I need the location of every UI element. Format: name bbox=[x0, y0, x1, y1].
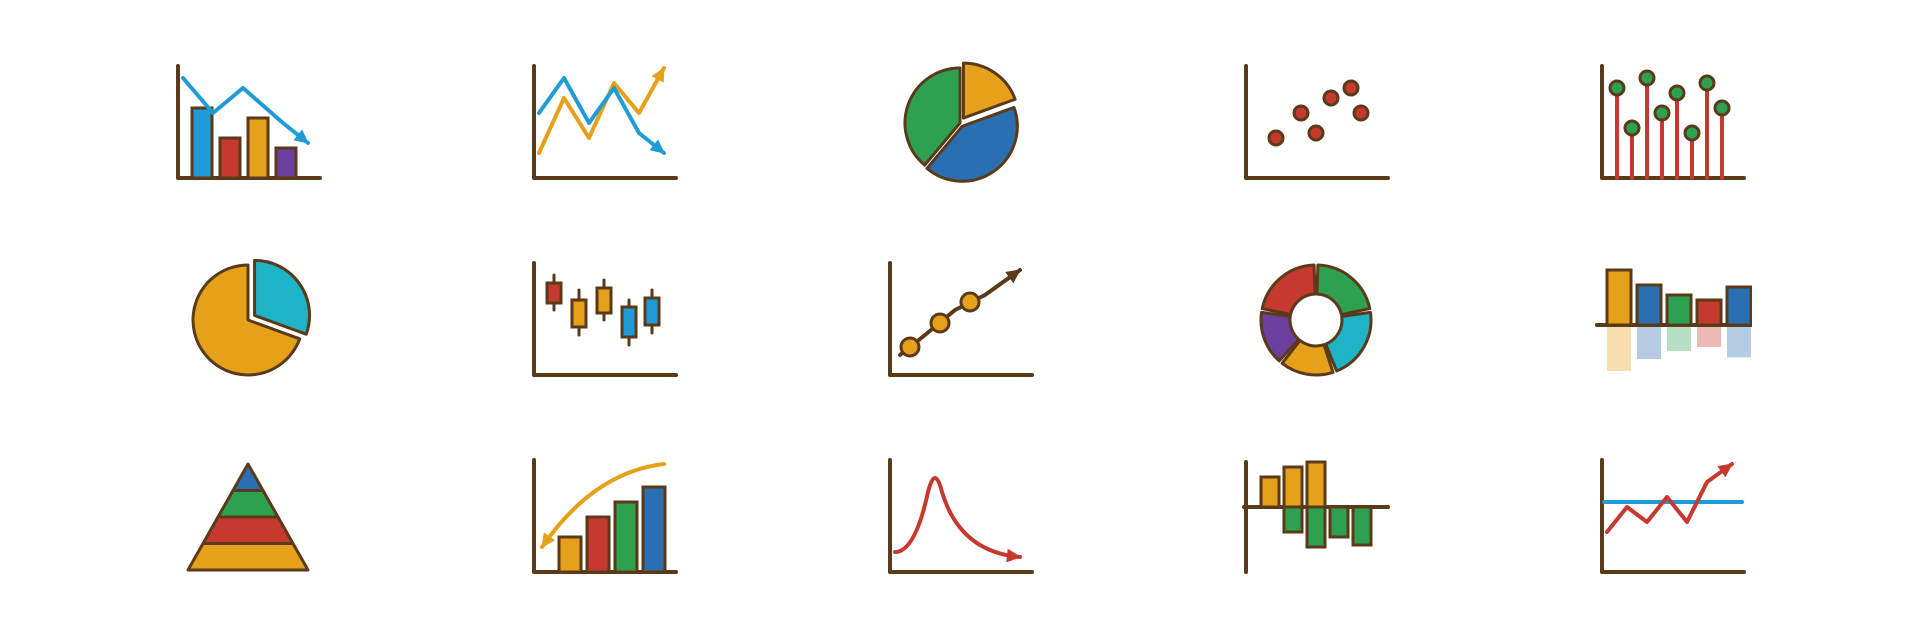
line-threshold-icon bbox=[1514, 423, 1830, 610]
bar-reflection-icon bbox=[1514, 227, 1830, 414]
pyramid-icon bbox=[90, 423, 406, 610]
lollipop-icon bbox=[1514, 30, 1830, 217]
pie-three-icon bbox=[802, 30, 1118, 217]
pie-two-pull-icon bbox=[90, 227, 406, 414]
multi-line-trend-icon bbox=[446, 30, 762, 217]
growth-dots-icon bbox=[802, 227, 1118, 414]
scatter-icon bbox=[1158, 30, 1474, 217]
bars-down-arrow-icon bbox=[446, 423, 762, 610]
bar-diverging-icon bbox=[1158, 423, 1474, 610]
candlestick-icon bbox=[446, 227, 762, 414]
bar-trend-down-icon bbox=[90, 30, 406, 217]
distribution-icon bbox=[802, 423, 1118, 610]
donut-icon bbox=[1158, 227, 1474, 414]
